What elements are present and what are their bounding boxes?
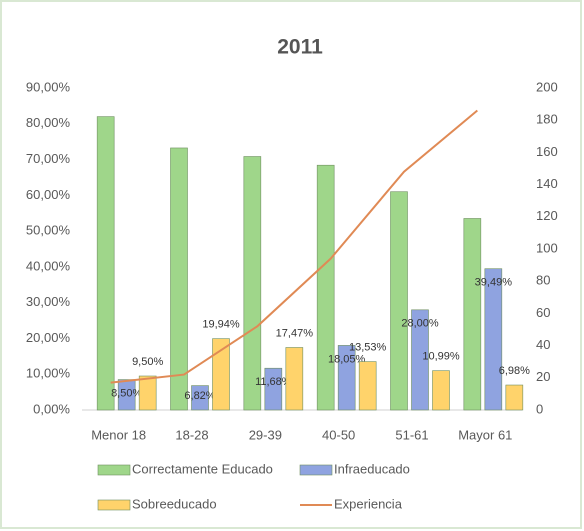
- x-tick-label: 51-61: [395, 427, 428, 442]
- y2-tick-label: 100: [536, 240, 558, 255]
- bar: [191, 385, 209, 411]
- bar: [411, 309, 429, 411]
- data-label: 9,50%: [132, 356, 163, 368]
- bar: [463, 218, 482, 411]
- y2-tick-label: 20: [536, 369, 550, 384]
- bar: [264, 367, 283, 411]
- bar: [316, 164, 335, 411]
- x-tick-label: Menor 18: [91, 427, 146, 442]
- y-tick-label: 0,00%: [33, 401, 70, 416]
- bar: [117, 379, 136, 411]
- y2-tick-label: 180: [536, 112, 558, 127]
- y-tick-label: 20,00%: [26, 330, 71, 345]
- legend-label: Sobreeducado: [132, 496, 217, 511]
- y2-tick-label: 120: [536, 208, 558, 223]
- legend-swatch: [97, 464, 131, 476]
- legend-swatch: [97, 499, 131, 511]
- legend-label: Experiencia: [334, 496, 403, 511]
- data-label: 39,49%: [475, 277, 513, 289]
- bar: [96, 116, 115, 411]
- line: [110, 109, 478, 384]
- bar: [432, 370, 450, 411]
- chart-title: 2011: [277, 36, 323, 59]
- y-tick-label: 10,00%: [26, 366, 71, 381]
- data-label: 6,98%: [499, 365, 530, 377]
- legend-swatch: [299, 464, 333, 476]
- y-tick-label: 90,00%: [26, 79, 71, 94]
- data-label: 28,00%: [401, 318, 439, 330]
- bar: [212, 338, 230, 411]
- data-label: 8,50%: [111, 387, 142, 399]
- data-label: 13,53%: [349, 341, 387, 353]
- bar: [138, 375, 157, 411]
- y-tick-label: 50,00%: [26, 223, 71, 238]
- bar: [243, 156, 262, 411]
- x-tick-label: 29-39: [249, 427, 282, 442]
- y2-tick-label: 60: [536, 305, 550, 320]
- x-tick-label: 40-50: [322, 427, 355, 442]
- y-tick-label: 80,00%: [26, 115, 71, 130]
- y2-tick-label: 0: [536, 401, 543, 416]
- bar: [285, 347, 304, 411]
- bar: [358, 361, 377, 411]
- data-label: 11,68%: [255, 376, 292, 388]
- y-tick-label: 70,00%: [26, 151, 71, 166]
- legend-label: Infraeducado: [334, 461, 410, 476]
- y2-tick-label: 40: [536, 337, 550, 352]
- y2-tick-label: 80: [536, 273, 550, 288]
- y2-tick-label: 200: [536, 79, 558, 94]
- data-label: 17,47%: [276, 327, 314, 339]
- bar: [390, 191, 408, 411]
- bar: [484, 268, 503, 411]
- x-tick-label: 18-28: [175, 427, 208, 442]
- legend-label: Correctamente Educado: [132, 461, 273, 476]
- data-label: 6,82%: [184, 390, 215, 402]
- y-tick-label: 60,00%: [26, 187, 71, 202]
- data-label: 18,05%: [328, 353, 366, 365]
- bar: [337, 345, 356, 411]
- data-label: 19,94%: [202, 319, 240, 331]
- bar: [505, 384, 524, 411]
- data-label: 10,99%: [422, 351, 460, 363]
- bar: [170, 147, 188, 411]
- y-tick-label: 30,00%: [26, 294, 71, 309]
- y-tick-label: 40,00%: [26, 258, 71, 273]
- x-tick-label: Mayor 61: [458, 427, 512, 442]
- y2-tick-label: 140: [536, 176, 558, 191]
- y2-tick-label: 160: [536, 144, 558, 159]
